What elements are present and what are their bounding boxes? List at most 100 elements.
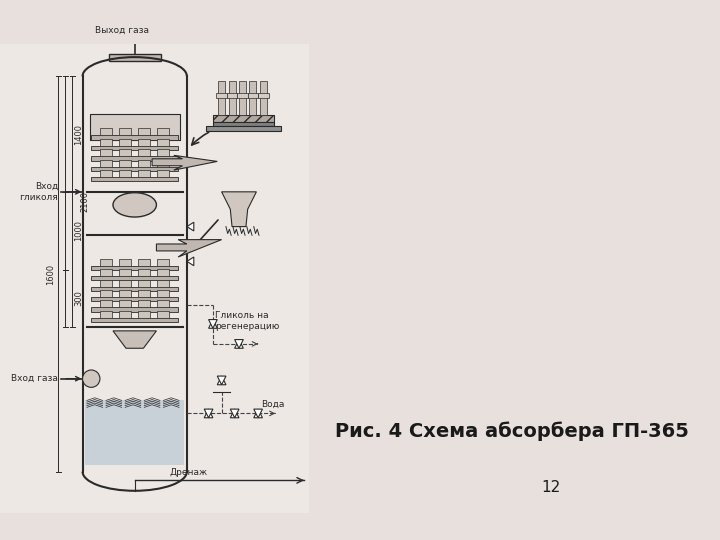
Bar [218,80,225,116]
Bar [91,276,178,280]
Bar [138,149,150,156]
Bar [217,93,227,98]
Bar [138,300,150,307]
Bar [100,311,112,318]
Bar [91,167,178,171]
Bar [138,280,150,287]
Bar [119,149,131,156]
Text: 1000: 1000 [74,220,83,241]
Bar [157,170,169,177]
Bar [100,129,112,136]
Bar [308,44,626,514]
Bar [157,290,169,297]
Bar [227,93,238,98]
Bar [206,126,281,131]
Bar [91,266,178,270]
Bar [100,259,112,266]
Text: Вход
гликоля: Вход гликоля [19,182,58,201]
Circle shape [83,370,100,387]
Bar [157,160,169,167]
Bar [91,146,178,150]
Text: Вода: Вода [261,400,284,409]
Polygon shape [235,340,243,348]
Bar [119,269,131,276]
Polygon shape [156,240,222,257]
Bar [157,139,169,146]
Bar [213,122,274,126]
Polygon shape [230,409,239,418]
Bar [138,311,150,318]
Bar [119,280,131,287]
Bar [119,311,131,318]
Text: Гликоль на
регенерацию: Гликоль на регенерацию [215,312,279,331]
Polygon shape [217,376,226,385]
Bar [119,160,131,167]
Bar [248,93,258,98]
Bar [157,129,169,136]
Bar [91,287,178,291]
Bar [138,139,150,146]
Text: Дренаж: Дренаж [169,468,207,477]
Bar [91,297,178,301]
Bar [119,290,131,297]
Bar [138,269,150,276]
Text: Выход газа: Выход газа [94,25,148,35]
Bar [119,259,131,266]
Bar [138,259,150,266]
Bar [100,139,112,146]
Bar [100,149,112,156]
Bar [238,93,248,98]
Polygon shape [253,409,263,418]
Polygon shape [209,320,217,328]
Bar [100,170,112,177]
Bar [100,269,112,276]
Polygon shape [204,409,213,418]
Bar [157,259,169,266]
Bar [239,80,246,116]
Bar [91,177,178,181]
Text: 1600: 1600 [46,264,55,285]
Bar [100,300,112,307]
Polygon shape [204,409,213,418]
Bar [91,136,178,140]
Polygon shape [209,320,217,328]
Text: 300: 300 [74,291,83,306]
Bar [91,318,178,322]
Bar [100,290,112,297]
Polygon shape [152,156,217,170]
Bar [138,170,150,177]
Bar [138,290,150,297]
Bar [138,129,150,136]
Bar [119,129,131,136]
Bar [109,53,161,60]
Bar [119,170,131,177]
Bar [0,44,308,514]
Polygon shape [187,257,194,266]
Bar [228,80,235,116]
Polygon shape [187,222,194,231]
Polygon shape [253,409,263,418]
Bar [260,80,267,116]
Bar [138,160,150,167]
Bar [157,280,169,287]
Bar [213,116,274,122]
Polygon shape [235,340,243,348]
Text: 1400: 1400 [74,124,83,145]
Bar [100,280,112,287]
Bar [100,160,112,167]
Text: 12: 12 [541,480,560,495]
Bar [258,93,269,98]
Bar [157,269,169,276]
Bar [91,156,178,160]
Polygon shape [230,409,239,418]
Bar [157,300,169,307]
Text: Рис. 4 Схема абсорбера ГП-365: Рис. 4 Схема абсорбера ГП-365 [335,422,688,441]
Polygon shape [222,192,256,227]
Bar [249,80,256,116]
Polygon shape [113,331,156,348]
Polygon shape [217,376,226,385]
Text: Вход газа: Вход газа [12,374,58,383]
Bar [119,139,131,146]
Bar [89,113,180,140]
Bar [91,307,178,312]
